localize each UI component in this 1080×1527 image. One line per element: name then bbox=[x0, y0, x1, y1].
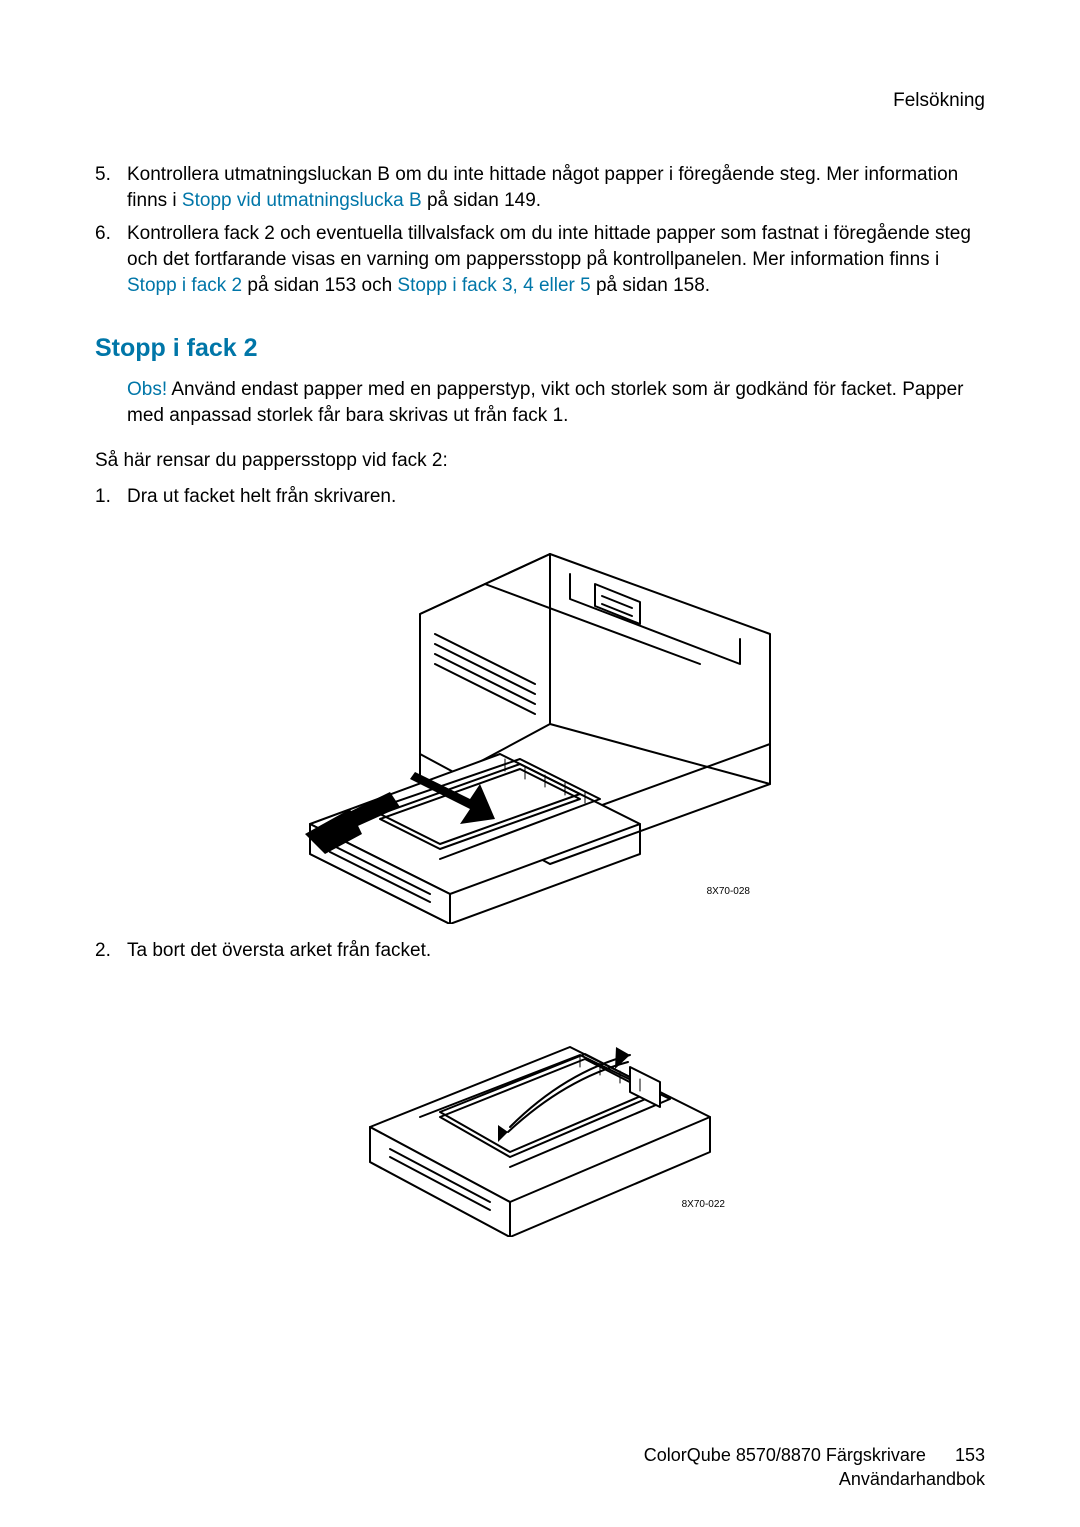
text-run: på sidan 158. bbox=[591, 275, 710, 296]
text-run: på sidan 149. bbox=[422, 190, 541, 211]
link-stopp-i-fack-2[interactable]: Stopp i fack 2 bbox=[127, 275, 242, 296]
figure-label: 8X70-022 bbox=[682, 1199, 726, 1210]
note-block: Obs! Använd endast papper med en pappers… bbox=[127, 377, 985, 428]
step-item: 1. Dra ut facket helt från skrivaren. bbox=[95, 484, 985, 510]
step-number: 2. bbox=[95, 938, 127, 964]
page: Felsökning 5. Kontrollera utmatningsluck… bbox=[0, 0, 1080, 1527]
intro-paragraph: Så här rensar du pappersstopp vid fack 2… bbox=[95, 448, 985, 474]
header-section: Felsökning bbox=[95, 90, 985, 112]
list-body: Kontrollera fack 2 och eventuella tillva… bbox=[127, 221, 985, 298]
continuation-list: 5. Kontrollera utmatningsluckan B om du … bbox=[95, 162, 985, 298]
list-number: 6. bbox=[95, 221, 127, 298]
step-text: Ta bort det översta arket från facket. bbox=[127, 938, 985, 964]
steps-list-cont: 2. Ta bort det översta arket från facket… bbox=[95, 938, 985, 964]
step-text: Dra ut facket helt från skrivaren. bbox=[127, 484, 985, 510]
text-run: på sidan 153 och bbox=[242, 275, 397, 296]
printer-illustration-icon: 8X70-028 bbox=[270, 524, 810, 924]
heading-stopp-i-fack-2: Stopp i fack 2 bbox=[95, 334, 985, 363]
figure-printer-tray-out: 8X70-028 bbox=[95, 524, 985, 924]
step-number: 1. bbox=[95, 484, 127, 510]
list-number: 5. bbox=[95, 162, 127, 213]
page-number: 153 bbox=[955, 1444, 985, 1467]
note-text: Använd endast papper med en papperstyp, … bbox=[127, 379, 963, 426]
step-item: 2. Ta bort det översta arket från facket… bbox=[95, 938, 985, 964]
list-item: 6. Kontrollera fack 2 och eventuella til… bbox=[95, 221, 985, 298]
page-footer: ColorQube 8570/8870 Färgskrivare 153 Anv… bbox=[644, 1444, 985, 1491]
figure-tray-remove-sheet: 8X70-022 bbox=[95, 977, 985, 1237]
list-body: Kontrollera utmatningsluckan B om du int… bbox=[127, 162, 985, 213]
text-run: Kontrollera fack 2 och eventuella tillva… bbox=[127, 223, 971, 270]
link-stopp-i-fack-3-4-5[interactable]: Stopp i fack 3, 4 eller 5 bbox=[397, 275, 590, 296]
note-label: Obs! bbox=[127, 379, 167, 400]
tray-illustration-icon: 8X70-022 bbox=[330, 977, 750, 1237]
steps-list: 1. Dra ut facket helt från skrivaren. bbox=[95, 484, 985, 510]
list-item: 5. Kontrollera utmatningsluckan B om du … bbox=[95, 162, 985, 213]
figure-label: 8X70-028 bbox=[707, 886, 751, 897]
footer-doc-title: Användarhandbok bbox=[644, 1468, 985, 1491]
link-stopp-utmatningslucka-b[interactable]: Stopp vid utmatningslucka B bbox=[182, 190, 422, 211]
footer-product: ColorQube 8570/8870 Färgskrivare bbox=[644, 1445, 926, 1465]
